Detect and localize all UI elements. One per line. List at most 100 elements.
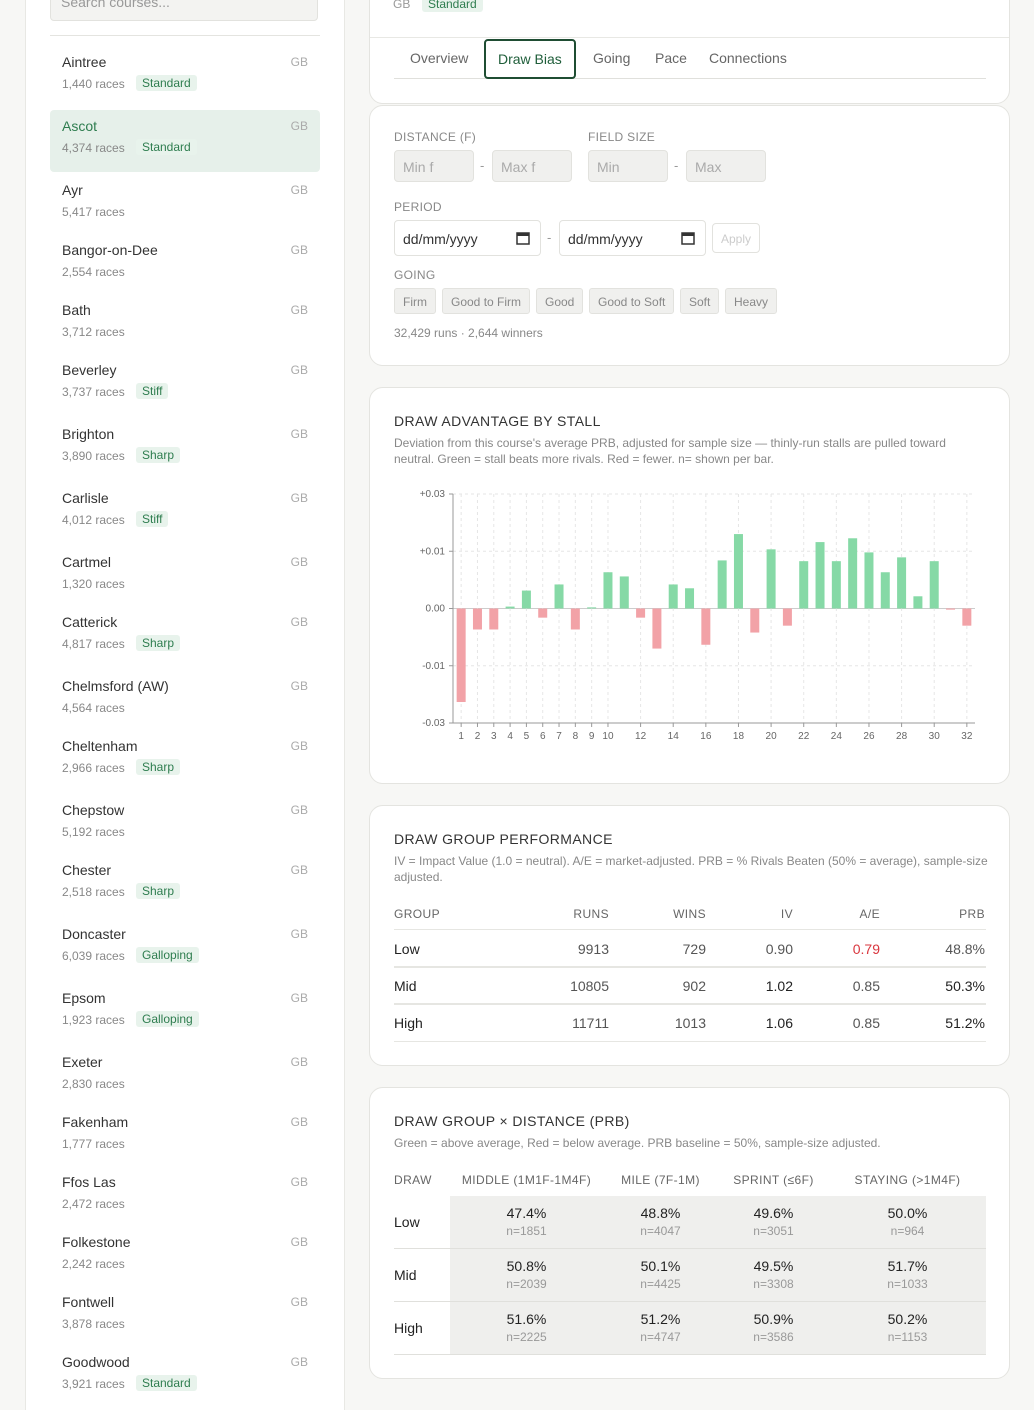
- course-item[interactable]: Brighton GB 3,890 races Sharp: [50, 418, 320, 480]
- search-input[interactable]: Search courses...: [50, 0, 318, 21]
- race-count: 3,712 races: [62, 325, 125, 339]
- course-item[interactable]: Fontwell GB 3,878 races: [50, 1286, 320, 1344]
- cell-value: 47.4%: [506, 1205, 547, 1221]
- course-item[interactable]: Folkestone GB 2,242 races: [50, 1226, 320, 1284]
- course-item[interactable]: Ffos Las GB 2,472 races: [50, 1166, 320, 1224]
- course-item[interactable]: Chelmsford (AW) GB 4,564 races: [50, 670, 320, 728]
- course-tag: Sharp: [136, 759, 181, 775]
- table-cell: 0.79: [852, 941, 880, 957]
- course-country: GB: [290, 863, 308, 877]
- column-header: MILE (7F-1M): [621, 1173, 700, 1187]
- bar: [848, 538, 858, 609]
- course-name: Folkestone: [62, 1234, 131, 1250]
- table-cell: 729: [682, 941, 706, 957]
- race-count: 5,192 races: [62, 825, 125, 839]
- column-header: STAYING (>1M4F): [854, 1173, 961, 1187]
- heat-cell: 49.6% n=3051: [718, 1196, 829, 1248]
- bar: [782, 608, 792, 626]
- going-chip[interactable]: Good to Soft: [589, 288, 675, 314]
- column-header: A/E: [859, 907, 880, 921]
- tab[interactable]: Draw Bias: [484, 39, 576, 79]
- course-item[interactable]: Chepstow GB 5,192 races: [50, 794, 320, 852]
- input[interactable]: Min: [588, 150, 668, 182]
- input[interactable]: Max f: [492, 150, 572, 182]
- going-chip[interactable]: Soft: [680, 288, 720, 314]
- course-country: GB: [290, 1115, 308, 1129]
- country: GB: [393, 0, 411, 11]
- race-count: 6,039 races: [62, 949, 125, 963]
- column-header: PRB: [959, 907, 985, 921]
- row-divider: [394, 929, 986, 930]
- course-item[interactable]: Cartmel GB 1,320 races: [50, 546, 320, 604]
- heat-cell: 50.1% n=4425: [603, 1249, 718, 1301]
- going-chip[interactable]: Firm: [394, 288, 436, 314]
- row-divider: [394, 1004, 986, 1005]
- distance-panel: DRAW GROUP × DISTANCE (PRB) Green = abov…: [369, 1087, 1010, 1379]
- bar: [913, 596, 923, 609]
- input[interactable]: Min f: [394, 150, 474, 182]
- divider: [50, 35, 320, 36]
- course-item[interactable]: Exeter GB 2,830 races: [50, 1046, 320, 1104]
- race-count: 3,890 races: [62, 449, 125, 463]
- heat-cell: 51.2% n=4747: [603, 1302, 718, 1354]
- input[interactable]: Max: [686, 150, 766, 182]
- course-country: GB: [290, 1175, 308, 1189]
- course-tag: Stiff: [136, 383, 169, 399]
- cell-count: n=4047: [640, 1224, 681, 1238]
- cell-value: 51.6%: [506, 1311, 547, 1327]
- course-item[interactable]: Ayr GB 5,417 races: [50, 174, 320, 232]
- tabs-underline: [394, 78, 986, 79]
- course-item[interactable]: Doncaster GB 6,039 races Galloping: [50, 918, 320, 980]
- header-panel: GB Standard Overview Draw Bias Going Pace Co…: [369, 0, 1010, 104]
- race-count: 3,737 races: [62, 385, 125, 399]
- cell-count: n=1033: [887, 1277, 928, 1291]
- course-name: Exeter: [62, 1054, 103, 1070]
- course-country: GB: [290, 183, 308, 197]
- race-count: 4,374 races: [62, 141, 125, 155]
- cell-value: 50.0%: [887, 1205, 928, 1221]
- y-tick-label: +0.01: [420, 546, 446, 557]
- course-item[interactable]: Fakenham GB 1,777 races: [50, 1106, 320, 1164]
- going-chip[interactable]: Heavy: [725, 288, 778, 314]
- going-chip[interactable]: Good to Firm: [442, 288, 531, 314]
- bar: [636, 608, 646, 618]
- cell-value: 50.8%: [506, 1258, 547, 1274]
- x-tick-label: 30: [929, 731, 941, 742]
- x-tick-label: 2: [475, 731, 481, 742]
- y-tick-label: -0.03: [422, 718, 445, 729]
- apply-button[interactable]: Apply: [712, 223, 760, 253]
- table-cell: 50.3%: [945, 978, 985, 994]
- race-count: 4,817 races: [62, 637, 125, 651]
- course-item[interactable]: Cheltenham GB 2,966 races Sharp: [50, 730, 320, 792]
- course-name: Bangor-on-Dee: [62, 242, 158, 258]
- course-tag: Standard: [136, 139, 197, 155]
- course-country: GB: [290, 243, 308, 257]
- tab[interactable]: Overview: [410, 50, 469, 66]
- course-name: Aintree: [62, 54, 107, 70]
- course-item[interactable]: Chester GB 2,518 races Sharp: [50, 854, 320, 916]
- course-item[interactable]: Aintree GB 1,440 races Standard: [50, 46, 320, 108]
- course-item[interactable]: Catterick GB 4,817 races Sharp: [50, 606, 320, 668]
- course-item[interactable]: Bath GB 3,712 races: [50, 294, 320, 352]
- course-name: Carlisle: [62, 490, 109, 506]
- course-item[interactable]: Goodwood GB 3,921 races Standard: [50, 1346, 320, 1408]
- course-item[interactable]: Carlisle GB 4,012 races Stiff: [50, 482, 320, 544]
- x-tick-label: 24: [831, 731, 843, 742]
- x-tick-label: 28: [896, 731, 908, 742]
- going-chip[interactable]: Good: [536, 288, 584, 314]
- table-cell: 51.2%: [945, 1015, 985, 1031]
- table-cell: 1.02: [765, 978, 793, 994]
- x-tick-label: 9: [589, 731, 595, 742]
- row-label: Mid: [394, 1267, 417, 1283]
- bar: [766, 549, 776, 609]
- tab[interactable]: Pace: [655, 50, 687, 66]
- course-item[interactable]: Beverley GB 3,737 races Stiff: [50, 354, 320, 416]
- tab[interactable]: Connections: [709, 50, 787, 66]
- course-name: Ascot: [62, 118, 98, 134]
- course-item[interactable]: Ascot GB 4,374 races Standard: [50, 110, 320, 172]
- course-item[interactable]: Bangor-on-Dee GB 2,554 races: [50, 234, 320, 292]
- course-country: GB: [290, 303, 308, 317]
- course-item[interactable]: Epsom GB 1,923 races Galloping: [50, 982, 320, 1044]
- cell-value: 51.7%: [887, 1258, 928, 1274]
- tab[interactable]: Going: [593, 50, 631, 66]
